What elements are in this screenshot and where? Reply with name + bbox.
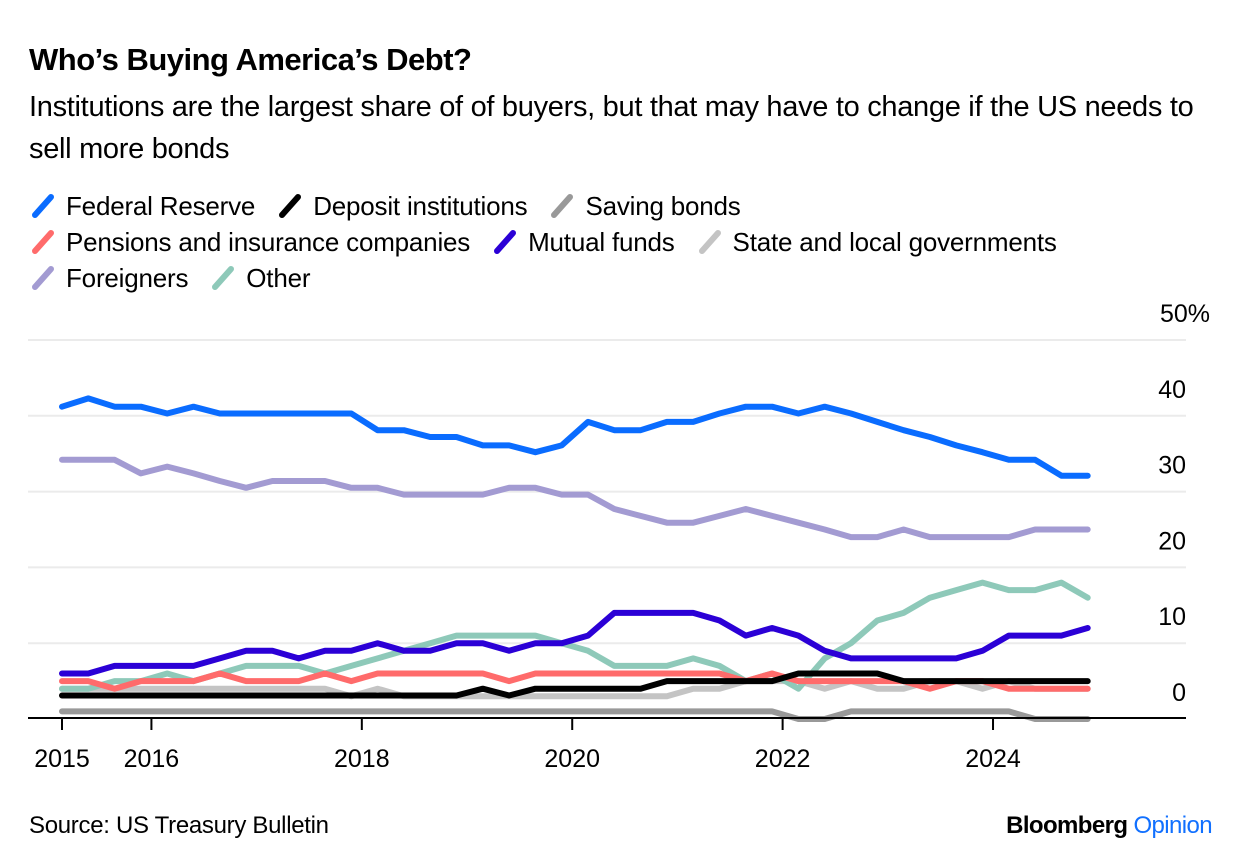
- legend-label: Deposit institutions: [313, 190, 528, 221]
- series-line-pensions-and-insurance-companies: [59, 670, 1091, 692]
- legend-item-foreigners[interactable]: Foreigners: [30, 263, 188, 294]
- x-tick-label: 2020: [544, 745, 600, 773]
- source-note: Source: US Treasury Bulletin: [29, 812, 329, 839]
- legend-swatch-icon: [210, 265, 236, 291]
- y-tick-label: 10: [1158, 603, 1186, 631]
- x-tick-label: 2015: [34, 745, 90, 773]
- legend-label: Other: [246, 262, 311, 293]
- chart-title: Who’s Buying America’s Debt?: [29, 42, 472, 77]
- legend-swatch-icon: [30, 193, 56, 219]
- legend-swatch-icon: [30, 265, 56, 291]
- brand-name: Bloomberg: [1006, 812, 1128, 839]
- legend-row: Federal Reserve Deposit institutions Sav…: [30, 188, 1230, 224]
- legend-swatch-icon: [549, 193, 575, 219]
- y-tick-label: 30: [1158, 452, 1186, 480]
- series-line-other: [59, 579, 1091, 692]
- gridlines: [28, 339, 1186, 645]
- legend: Federal Reserve Deposit institutions Sav…: [30, 188, 1230, 296]
- y-tick-label: 40: [1158, 376, 1186, 404]
- y-tick-label: 50%: [1160, 300, 1210, 328]
- series-line-saving-bonds: [59, 708, 1091, 722]
- legend-item-other[interactable]: Other: [210, 262, 311, 294]
- legend-item-federal-reserve[interactable]: Federal Reserve: [30, 191, 255, 222]
- legend-item-saving-bonds[interactable]: Saving bonds: [549, 190, 741, 222]
- legend-swatch-icon: [277, 193, 303, 219]
- legend-item-mutual-funds[interactable]: Mutual funds: [492, 226, 675, 258]
- series-line-foreigners: [59, 456, 1091, 541]
- legend-item-deposit-institutions[interactable]: Deposit institutions: [277, 190, 528, 222]
- x-axis: 2015 2016 2018 2020 2022 2024: [28, 717, 1186, 773]
- legend-label: Foreigners: [66, 262, 189, 293]
- brand-logo: Bloomberg Opinion: [1006, 812, 1212, 840]
- legend-swatch-icon: [30, 229, 56, 255]
- series-line-deposit-institutions: [59, 670, 1091, 699]
- y-axis-labels: 0 10 20 30 40 50%: [1158, 300, 1210, 707]
- x-tick-label: 2024: [965, 745, 1021, 773]
- legend-label: Pensions and insurance companies: [66, 226, 471, 257]
- legend-label: State and local governments: [732, 226, 1057, 257]
- x-tick-label: 2022: [755, 745, 811, 773]
- legend-item-pensions[interactable]: Pensions and insurance companies: [30, 227, 470, 258]
- chart-subtitle: Institutions are the largest share of of…: [29, 91, 1194, 165]
- legend-item-state-local[interactable]: State and local governments: [697, 227, 1057, 258]
- y-tick-label: 20: [1158, 527, 1186, 555]
- series-line-federal-reserve: [59, 395, 1091, 479]
- series-line-mutual-funds: [59, 609, 1091, 677]
- legend-swatch-icon: [492, 229, 518, 255]
- x-tick-label: 2018: [334, 745, 390, 773]
- legend-swatch-icon: [697, 229, 723, 255]
- y-tick-label: 0: [1172, 679, 1186, 707]
- legend-label: Federal Reserve: [66, 190, 256, 221]
- x-tick-label: 2016: [124, 745, 180, 773]
- series-lines: [59, 395, 1091, 722]
- legend-label: Mutual funds: [528, 226, 675, 257]
- legend-label: Saving bonds: [585, 190, 741, 221]
- brand-suffix: Opinion: [1133, 812, 1212, 839]
- legend-row: Pensions and insurance companies Mutual …: [30, 224, 1230, 260]
- legend-row: Foreigners Other: [30, 260, 1230, 296]
